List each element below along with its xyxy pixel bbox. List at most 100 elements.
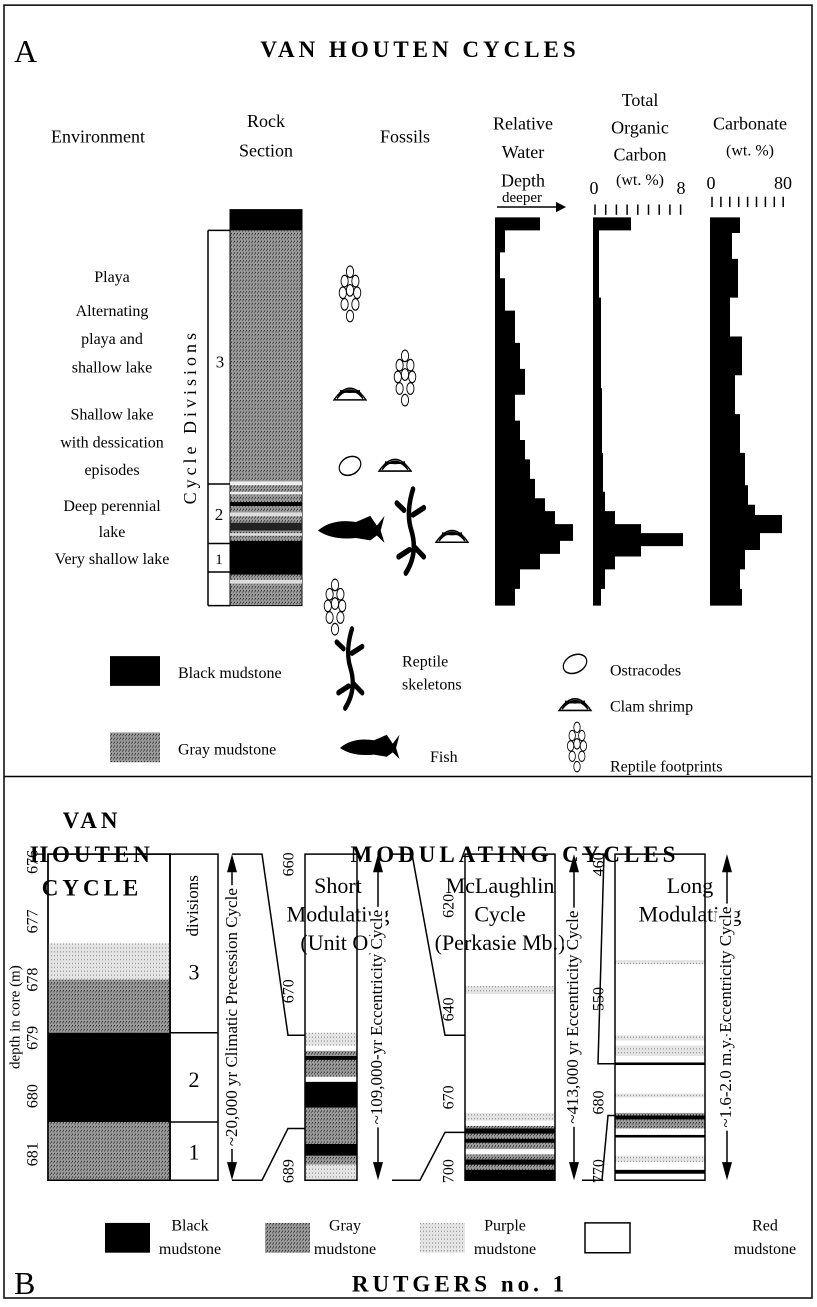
arrow-head <box>556 201 566 213</box>
fossils <box>318 265 593 773</box>
band <box>305 1081 357 1108</box>
column-outline <box>305 854 357 1180</box>
toe <box>573 760 581 773</box>
toe <box>395 358 404 372</box>
cycle-arrows <box>227 854 732 1181</box>
column-title: Cycle <box>474 901 525 926</box>
header: deeper <box>502 190 542 206</box>
toe <box>400 349 410 363</box>
band <box>230 502 302 506</box>
arrow-head <box>227 854 237 873</box>
tick-label: 678 <box>25 968 42 992</box>
toe <box>568 750 576 762</box>
toe <box>340 297 349 311</box>
toe <box>573 721 581 733</box>
tick-label: 620 <box>441 894 458 918</box>
column-outline <box>465 854 555 1180</box>
cycle-label: ~109,000-yr Eccentricity Cycle <box>367 910 386 1125</box>
tick-label: 681 <box>25 1142 42 1166</box>
environment: Very shallow lake <box>55 551 170 568</box>
band <box>305 1107 357 1165</box>
toe <box>330 622 340 636</box>
connector <box>582 854 615 1064</box>
division-number: 2 <box>189 1067 200 1092</box>
toe <box>393 370 402 384</box>
legend-label: Purple <box>484 1218 526 1235</box>
clam-icon <box>434 529 470 544</box>
fish-icon <box>340 734 400 759</box>
toe <box>338 286 347 300</box>
reptile-icon <box>394 486 427 576</box>
connector <box>232 1128 305 1180</box>
header: (wt. %) <box>726 142 774 159</box>
toe <box>336 611 345 624</box>
band <box>615 1134 705 1138</box>
header: Carbon <box>614 144 667 164</box>
header: Environment <box>51 126 145 146</box>
division-number: 3 <box>189 960 200 985</box>
legend-label: skeletons <box>402 677 462 694</box>
footprint-icon <box>338 265 362 323</box>
legend-label: Reptile <box>402 653 448 670</box>
legend-swatch-gray <box>110 732 160 763</box>
cycle-label: ~20,000 yr Climatic Precession Cycle <box>222 888 241 1146</box>
legend-label: Clam shrimp <box>610 699 693 716</box>
ostracode-icon <box>338 455 362 477</box>
band <box>615 1062 705 1066</box>
tick-label: 460 <box>591 852 608 876</box>
cycle-label: ~413,000 yr Eccentricity Cycle <box>563 911 582 1124</box>
band <box>615 1169 705 1174</box>
black-band <box>230 209 302 231</box>
legend-label: Ostracodes <box>610 662 681 679</box>
toe <box>336 587 345 601</box>
toc-scale <box>595 204 681 214</box>
connector <box>392 1132 465 1180</box>
carbonate-scale <box>712 197 783 207</box>
connector <box>232 854 305 1035</box>
arrow-head <box>722 854 732 873</box>
environment: playa and <box>81 331 143 348</box>
band <box>615 960 705 965</box>
legend-label: Black mudstone <box>178 665 282 682</box>
legend-swatch-red <box>585 1223 630 1253</box>
toe <box>353 286 362 300</box>
legend-label: mudstone <box>474 1241 536 1258</box>
toe <box>345 283 355 297</box>
rib <box>441 532 463 536</box>
connector <box>392 854 465 1035</box>
clam-icon <box>557 698 593 712</box>
arrow-head <box>569 1162 579 1181</box>
toe <box>406 358 415 372</box>
header: Relative <box>493 113 553 133</box>
environment: Alternating <box>76 303 149 320</box>
column-title: Modulating <box>639 901 742 926</box>
header: Organic <box>611 117 669 137</box>
legend-swatch-purple <box>420 1222 465 1253</box>
panel-label: B <box>14 1265 35 1301</box>
column-title: (Unit O) <box>300 930 375 955</box>
title: HOUTEN <box>30 842 154 867</box>
arrow-head <box>373 1162 383 1181</box>
toe <box>345 265 355 279</box>
division-number: 1 <box>189 1139 200 1164</box>
band <box>230 579 302 584</box>
toe <box>579 740 588 752</box>
clam-icon <box>377 458 413 472</box>
toe <box>325 587 334 601</box>
cycle-divisions-label: Cycle Divisions <box>180 329 200 505</box>
toe <box>568 729 576 742</box>
header: Carbonate <box>713 113 787 133</box>
header: Water <box>502 142 545 162</box>
band <box>465 1159 555 1165</box>
band <box>230 512 302 517</box>
band <box>465 1169 555 1181</box>
toe <box>406 382 415 395</box>
band <box>230 481 302 486</box>
toe <box>345 309 355 323</box>
tick-label: 660 <box>281 852 298 876</box>
environment: with dessication <box>60 435 164 452</box>
toe <box>323 599 332 613</box>
header: (wt. %) <box>616 172 664 189</box>
reptile-icon <box>334 626 365 711</box>
footprint-icon <box>566 721 588 773</box>
